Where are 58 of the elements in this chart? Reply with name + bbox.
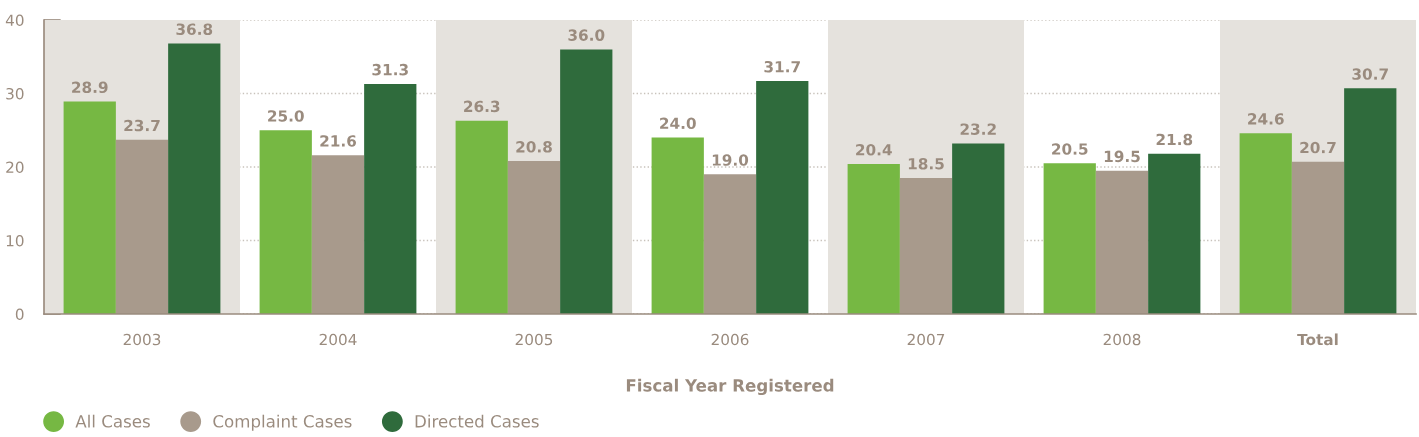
bar (455, 120, 508, 314)
data-label: 25.0 (268, 110, 304, 122)
y-tick-label: 0 (15, 308, 24, 321)
data-label: 21.8 (1156, 133, 1193, 146)
bar (1344, 88, 1397, 314)
bar (1095, 170, 1149, 314)
data-label: 19.0 (712, 154, 749, 166)
data-label: 28.9 (72, 81, 108, 94)
bar (259, 130, 312, 314)
bar (115, 139, 169, 314)
bar (847, 164, 900, 314)
x-tick-label: 2008 (1103, 333, 1141, 346)
data-label: 24.0 (660, 117, 696, 130)
bar (1148, 153, 1201, 314)
data-label: 20.5 (1052, 143, 1088, 155)
bar (899, 178, 953, 314)
data-label: 21.6 (320, 135, 357, 147)
y-tick-label: 20 (6, 161, 24, 174)
data-label: 19.5 (1104, 150, 1140, 163)
y-tick-label: 40 (5, 14, 24, 27)
legend-label: Directed Cases (415, 414, 539, 428)
x-tick-label: 2006 (711, 333, 749, 346)
data-label: 31.7 (764, 60, 800, 73)
bar (1291, 161, 1345, 314)
bar (311, 155, 365, 314)
data-label: 31.3 (372, 63, 408, 76)
x-tick-label: 2005 (515, 333, 553, 346)
bar (560, 49, 613, 314)
x-tick-label: 2007 (907, 333, 945, 346)
data-label: 18.5 (908, 157, 944, 170)
data-label: 20.4 (856, 143, 892, 156)
data-label: 36.8 (176, 23, 213, 35)
data-label: 20.7 (1300, 141, 1336, 154)
x-axis-title: Fiscal Year Registered (626, 378, 834, 396)
bar (756, 81, 809, 314)
data-label: 30.7 (1352, 68, 1388, 80)
bar (952, 143, 1005, 314)
y-tick-label: 30 (6, 87, 24, 100)
x-tick-label: Total (1297, 333, 1338, 346)
data-label: 36.0 (568, 29, 605, 41)
data-label: 20.8 (516, 141, 552, 153)
legend-label: Complaint Cases (213, 414, 352, 431)
bar (651, 137, 704, 314)
bar (168, 43, 221, 314)
data-label: 23.7 (124, 119, 160, 132)
y-tick-label: 10 (6, 234, 24, 247)
bar (1239, 133, 1292, 314)
data-label: 23.2 (960, 123, 996, 135)
legend-label: All Cases (75, 414, 150, 428)
bar (364, 83, 417, 314)
bar (1043, 163, 1096, 314)
data-label: 24.6 (1248, 113, 1284, 125)
x-tick-label: 2003 (123, 333, 161, 346)
bar (507, 161, 561, 314)
x-tick-label: 2004 (319, 333, 357, 346)
bar (703, 174, 757, 314)
bar (63, 101, 116, 314)
data-label: 26.3 (464, 100, 500, 113)
